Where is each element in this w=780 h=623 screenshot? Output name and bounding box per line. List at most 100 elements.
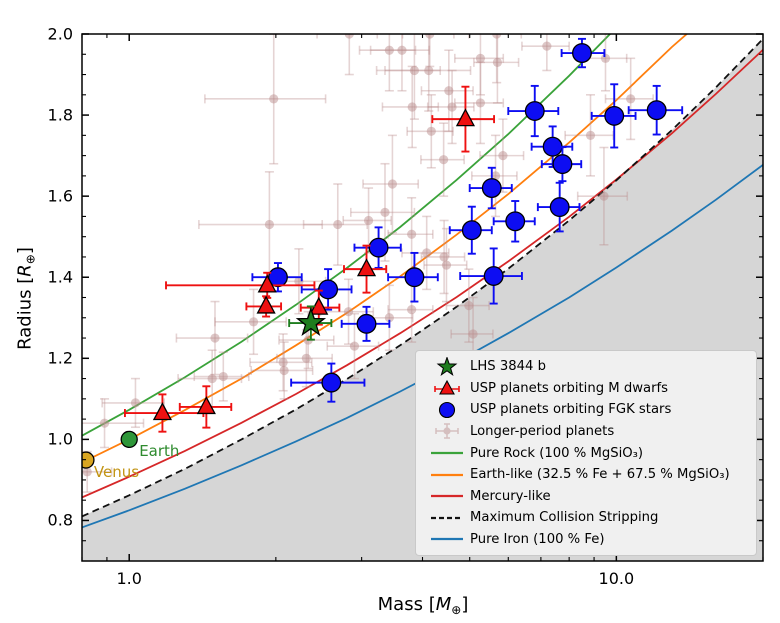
x-axis-label-symbol: M — [435, 594, 452, 615]
legend-item: Longer-period planets — [424, 421, 750, 443]
y-tick-label-1.2: 1.2 — [47, 348, 73, 368]
usp-fgk-planet-point — [572, 43, 592, 64]
y-tick-label-1.0: 1.0 — [47, 429, 73, 449]
series-usp-planets-orbiting-m-dwarfs — [123, 85, 496, 433]
usp-fgk-planet-point — [646, 100, 667, 121]
longer-period-planet-point — [82, 467, 92, 477]
x-axis-label-post: ] — [461, 594, 469, 615]
longer-period-planet-point — [407, 229, 417, 239]
legend-item: Earth-like (32.5 % Fe + 67.5 % MgSiO₃) — [424, 464, 750, 486]
legend-box: LHS 3844 b USP planets orbiting M dwarfs U… — [415, 350, 757, 556]
usp-fgk-planet-point — [481, 178, 502, 198]
usp-fgk-planet-point — [524, 101, 545, 121]
legend-item: Mercury-like — [424, 485, 750, 507]
usp-fgk-planet-point — [549, 197, 570, 218]
legend-item: USP planets orbiting M dwarfs — [424, 378, 750, 400]
y-tick-label-2.0: 2.0 — [47, 24, 73, 44]
longer-period-planet-point — [363, 215, 374, 226]
usp-fgk-planet-point — [321, 372, 342, 393]
series-longer-period-planets — [82, 34, 654, 493]
longer-period-planet-point — [333, 219, 343, 230]
longer-period-planet-point — [344, 34, 354, 39]
usp-mdwarf-planet-point — [256, 295, 276, 314]
longer-period-planet-point — [349, 341, 360, 351]
series-usp-planets-orbiting-fgk-stars — [251, 37, 684, 403]
axis-ticks — [81, 33, 764, 561]
longer-period-planet-point — [468, 329, 478, 339]
earth-label: Earth — [139, 442, 180, 461]
longer-period-planet-point — [492, 34, 502, 39]
longer-period-planet-point — [626, 94, 636, 104]
longer-period-planet-point — [409, 65, 420, 76]
longer-period-planet-point — [439, 252, 449, 262]
usp-mdwarf-planet-point — [356, 258, 377, 277]
x-axis-label: Mass [M⊕] — [378, 594, 469, 617]
legend-item-label: USP planets orbiting FGK stars — [470, 402, 672, 418]
usp-fgk-planet-point — [604, 105, 625, 126]
longer-period-planet-point — [387, 179, 398, 189]
longer-period-planet-point — [422, 248, 432, 258]
earth-point — [120, 430, 138, 449]
usp-mdwarf-planet-point — [257, 274, 277, 293]
longer-period-planet-point — [600, 53, 611, 63]
longer-period-planet-point — [475, 53, 486, 63]
legend-item-label: Pure Rock (100 % MgSiO₃) — [470, 445, 644, 461]
legend-line-icon — [424, 465, 470, 485]
longer-period-planet-point — [599, 191, 609, 201]
longer-period-planet-point — [444, 86, 454, 96]
longer-period-planet-point — [407, 305, 417, 315]
legend-item-label: Mercury-like — [470, 488, 551, 504]
longer-period-planet-point — [407, 102, 417, 112]
longer-period-planet-point — [210, 333, 220, 343]
x-tick-label-10.0: 10.0 — [598, 569, 635, 588]
legend-circle-icon — [424, 400, 470, 420]
longer-period-planet-point — [380, 207, 390, 217]
y-axis-label: Radius [R⊕] — [15, 239, 38, 359]
legend-item-label: Longer-period planets — [470, 423, 615, 439]
longer-period-planet-point — [218, 371, 228, 382]
x-tick-label-1.0: 1.0 — [116, 569, 142, 588]
legend-item: LHS 3844 b — [424, 356, 750, 378]
usp-fgk-planet-point — [483, 266, 504, 286]
longer-period-planet-point — [384, 45, 394, 55]
usp-fgk-planet-point — [404, 267, 425, 288]
legend-line-icon — [424, 443, 470, 463]
longer-period-planet-point — [343, 307, 354, 317]
longer-period-planet-point — [301, 353, 311, 363]
longer-period-planet-point — [278, 357, 288, 367]
longer-period-planet-point — [99, 418, 110, 428]
longer-period-planet-point — [475, 98, 486, 108]
longer-period-planet-point — [439, 155, 449, 165]
longer-period-planet-point — [424, 65, 434, 76]
venus-point — [82, 451, 95, 469]
y-tick-label-1.8: 1.8 — [47, 105, 73, 125]
usp-fgk-planet-point — [505, 211, 526, 232]
usp-mdwarf-planet-point — [196, 396, 216, 415]
longer-period-planet-point — [447, 102, 457, 112]
x-axis-label-subscript: ⊕ — [451, 603, 462, 617]
longer-period-planet-point — [130, 398, 141, 408]
legend-item: Maximum Collision Stripping — [424, 507, 750, 529]
y-tick-label-0.8: 0.8 — [47, 510, 73, 530]
legend-item-label: Maximum Collision Stripping — [470, 510, 659, 526]
longer-period-planet-point — [269, 94, 279, 104]
longer-period-planet-point — [498, 151, 508, 161]
longer-period-planet-point — [426, 126, 436, 136]
usp-mdwarf-planet-point — [455, 108, 476, 127]
legend-star-icon — [424, 356, 470, 377]
x-axis-label-pre: Mass [ — [377, 594, 436, 615]
y-axis-label-pre: Radius [ — [14, 276, 36, 350]
longer-period-planet-point — [585, 130, 596, 140]
y-axis-label-post: ] — [14, 247, 36, 255]
legend-item: Pure Iron (100 % Fe) — [424, 529, 750, 551]
legend-item-label: USP planets orbiting M dwarfs — [470, 380, 669, 396]
legend-item-label: LHS 3844 b — [470, 359, 546, 375]
series-lhs-3844-b — [288, 305, 333, 341]
legend-item-label: Earth-like (32.5 % Fe + 67.5 % MgSiO₃) — [470, 467, 730, 483]
longer-period-planet-point — [248, 317, 259, 327]
legend-triangle-icon — [424, 378, 470, 398]
curve-mercury-like — [82, 49, 763, 499]
y-tick-label-1.6: 1.6 — [47, 186, 73, 206]
usp-fgk-planet-point — [368, 237, 389, 258]
